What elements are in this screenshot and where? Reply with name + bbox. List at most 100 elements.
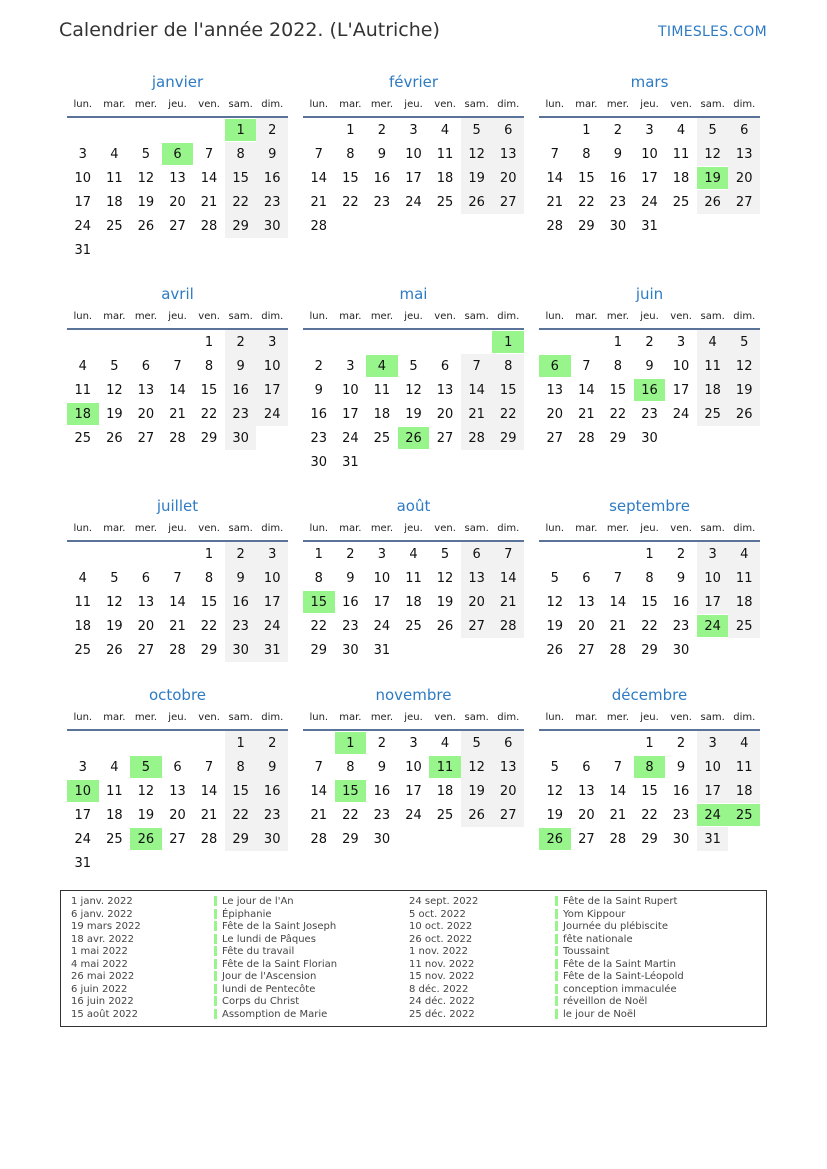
day: 6	[141, 358, 151, 374]
holiday-date: 26 oct. 2022	[409, 933, 473, 945]
empty-cell	[602, 542, 634, 566]
legend-dates-1: 1 janv. 2022 6 janv. 2022 19 mars 2022 18 a…	[71, 896, 141, 1021]
day: 8	[492, 354, 524, 378]
month-7: août lun. mar. mer. jeu. ven. sam. dim. 1 2 3 4 5 6 7 8…	[303, 496, 524, 662]
day: 9	[613, 146, 623, 162]
day: 15	[492, 378, 524, 402]
month-name: septembre	[609, 497, 690, 515]
day: 12	[106, 594, 123, 610]
weekday-label: jeu.	[168, 522, 187, 534]
weekday-label: mar.	[103, 98, 126, 110]
day: 28	[169, 430, 186, 446]
day: 30	[256, 827, 288, 851]
weekday-header: lun. mar. mer. jeu. ven. sam. dim.	[303, 705, 524, 731]
holiday-day: 19	[696, 167, 729, 189]
day: 23	[224, 614, 257, 638]
day: 1	[645, 735, 654, 751]
day: 16	[672, 594, 690, 610]
day: 4	[728, 731, 760, 755]
day: 20	[169, 807, 186, 823]
day: 25	[672, 194, 690, 210]
day: 28	[169, 642, 186, 658]
holiday-date: 6 janv. 2022	[71, 908, 133, 920]
day: 11	[74, 382, 92, 398]
day: 13	[169, 170, 186, 186]
day: 30	[342, 642, 359, 658]
day: 3	[78, 759, 87, 775]
holiday-name-text: Assomption de Marie	[222, 1008, 328, 1020]
weekday-label: mar.	[103, 522, 126, 534]
day: 20	[546, 406, 564, 422]
day: 1	[613, 334, 623, 350]
day: 14	[200, 170, 218, 186]
day: 16	[609, 170, 627, 186]
brand-link[interactable]: TIMESLES.COM	[658, 24, 767, 40]
day: 2	[377, 122, 387, 138]
day: 3	[256, 542, 288, 566]
day: 2	[377, 735, 387, 751]
day: 18	[405, 594, 422, 610]
day: 18	[728, 590, 760, 614]
day: 17	[641, 170, 658, 186]
day: 28	[200, 218, 218, 234]
day: 21	[609, 618, 627, 634]
day: 27	[137, 642, 155, 658]
day: 12	[460, 755, 493, 779]
weekday-header: lun. mar. mer. jeu. ven. sam. dim.	[67, 516, 288, 542]
day: 16	[373, 170, 391, 186]
day: 6	[141, 570, 151, 586]
weekday-header: lun. mar. mer. jeu. ven. sam. dim.	[67, 304, 288, 330]
holiday-marker	[214, 946, 217, 956]
day: 19	[546, 807, 564, 823]
month-2: mars lun. mar. mer. jeu. ven. sam. dim. 1 2 3 4 5 6 7 8…	[539, 72, 760, 238]
weekday-label: jeu.	[640, 310, 659, 322]
day: 19	[405, 406, 422, 422]
weekday-label: jeu.	[404, 98, 423, 110]
holiday-marker	[555, 896, 558, 906]
day: 25	[405, 618, 422, 634]
holiday-name: Fête de la Saint Rupert	[555, 896, 684, 909]
day: 7	[204, 146, 214, 162]
month-6: juillet lun. mar. mer. jeu. ven. sam. dim. 1 2 3 4 5…	[67, 496, 288, 662]
day: 29	[200, 430, 218, 446]
day: 31	[696, 827, 729, 851]
weekday-label: sam.	[228, 310, 253, 322]
day: 28	[460, 426, 493, 450]
holiday-marker	[214, 996, 217, 1006]
month-name: novembre	[375, 686, 452, 704]
holiday-date: 11 nov. 2022	[409, 958, 475, 970]
day: 21	[460, 402, 493, 426]
weekday-header: lun. mar. mer. jeu. ven. sam. dim.	[67, 92, 288, 118]
day: 5	[460, 731, 493, 755]
weekday-label: ven.	[198, 522, 220, 534]
weekday-label: lun.	[545, 711, 565, 723]
day: 16	[373, 783, 391, 799]
day: 23	[609, 194, 627, 210]
empty-cell	[67, 118, 99, 142]
holiday-name: Yom Kippour	[555, 908, 684, 922]
weekday-label: ven.	[434, 711, 456, 723]
day: 7	[550, 146, 559, 162]
day: 24	[405, 194, 422, 210]
day: 17	[405, 170, 422, 186]
holiday-name: lundi de Pentecôte	[214, 983, 337, 997]
day: 21	[200, 807, 218, 823]
day: 29	[641, 642, 658, 658]
day: 13	[492, 142, 524, 166]
month-name: janvier	[151, 73, 204, 91]
weekday-label: jeu.	[640, 98, 659, 110]
weekday-label: dim.	[733, 522, 756, 534]
holiday-marker	[555, 996, 558, 1006]
empty-cell	[539, 731, 571, 755]
day: 10	[405, 146, 422, 162]
day: 10	[696, 566, 729, 590]
day: 19	[137, 194, 155, 210]
empty-cell	[130, 330, 162, 354]
empty-cell	[571, 330, 603, 354]
day: 19	[460, 779, 493, 803]
day: 22	[224, 803, 257, 827]
day: 3	[409, 122, 418, 138]
day: 20	[137, 618, 155, 634]
holiday-date: 18 avr. 2022	[71, 933, 134, 945]
holiday-day: 11	[429, 756, 461, 778]
